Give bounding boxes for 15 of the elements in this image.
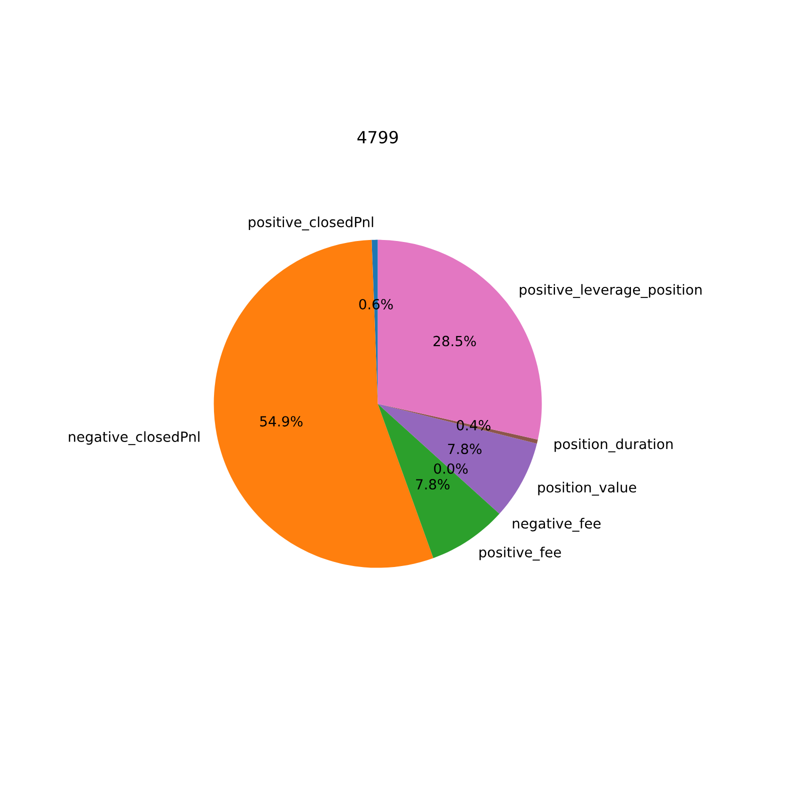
slice-label: positive_fee (480, 546, 561, 561)
data-label: 7.8% (448, 444, 482, 454)
slice-label: positive_closedPnl (248, 216, 374, 230)
pie-slice (378, 404, 537, 514)
data-label: 54.9% (260, 416, 302, 427)
category-label: negative_fee (512, 518, 601, 532)
pie-slice (378, 404, 538, 444)
slice-label: position_duration (554, 438, 673, 452)
data-label: 28.5% (434, 336, 476, 346)
slice-label: position_value (538, 482, 636, 496)
chart-title: 4799 (357, 130, 398, 144)
data-label: 0.6% (359, 298, 393, 310)
slice-label: negative_closedPnl (68, 431, 200, 446)
data-label: 7.8% (416, 479, 450, 490)
slice-label: positive_leverage_position (520, 284, 702, 298)
